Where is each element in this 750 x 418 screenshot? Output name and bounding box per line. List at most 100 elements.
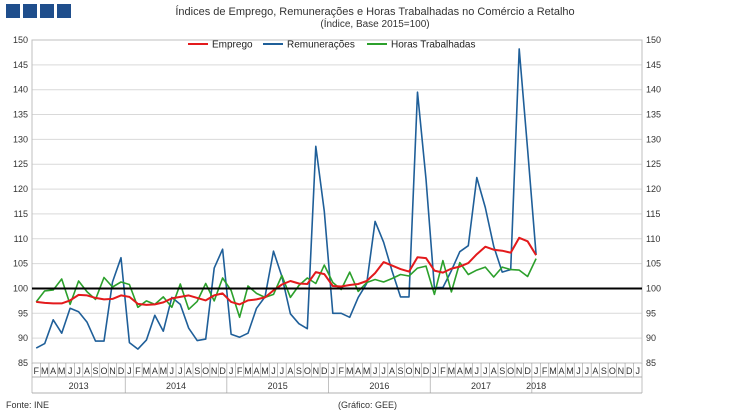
month-label: J (280, 366, 285, 376)
month-label: N (516, 366, 523, 376)
month-label: M (244, 366, 252, 376)
month-label: M (346, 366, 354, 376)
month-label: N (414, 366, 421, 376)
month-label: J (381, 366, 386, 376)
y-tick-label-right: 145 (646, 60, 661, 70)
legend-label: Emprego (212, 40, 253, 51)
y-tick-label-left: 140 (13, 85, 28, 95)
year-label: 2018 (526, 381, 546, 391)
month-label: J (576, 366, 581, 376)
y-tick-label-left: 120 (13, 184, 28, 194)
month-label: D (118, 366, 125, 376)
month-label: D (219, 366, 226, 376)
month-label: A (457, 366, 463, 376)
y-tick-label-right: 100 (646, 283, 661, 293)
month-label: O (609, 366, 616, 376)
month-label: A (559, 366, 565, 376)
series-line (35, 48, 537, 350)
y-tick-label-left: 125 (13, 159, 28, 169)
month-label: J (636, 366, 641, 376)
month-label: A (389, 366, 395, 376)
month-label: N (211, 366, 218, 376)
y-tick-label-right: 135 (646, 110, 661, 120)
y-tick-label-right: 125 (646, 159, 661, 169)
month-label: F (33, 366, 39, 376)
month-label: A (592, 366, 598, 376)
month-label: M (465, 366, 473, 376)
month-label: S (194, 366, 200, 376)
month-label: A (254, 366, 260, 376)
month-label: O (202, 366, 209, 376)
y-tick-label-left: 115 (14, 209, 28, 219)
series-line (36, 236, 537, 306)
month-label: M (143, 366, 151, 376)
month-label: A (355, 366, 361, 376)
month-label: O (101, 366, 108, 376)
logo (6, 4, 71, 18)
month-label: A (84, 366, 90, 376)
month-label: J (483, 366, 488, 376)
y-tick-label-left: 150 (13, 35, 28, 45)
y-tick-label-left: 95 (18, 308, 28, 318)
y-tick-label-right: 150 (646, 35, 661, 45)
month-label: J (534, 366, 539, 376)
month-label: J (76, 366, 81, 376)
month-label: D (626, 366, 633, 376)
y-tick-label-right: 105 (646, 259, 661, 269)
y-tick-label-right: 120 (646, 184, 661, 194)
legend-label: Remunerações (287, 40, 355, 51)
y-tick-label-right: 130 (646, 134, 661, 144)
month-label: J (127, 366, 132, 376)
month-label: N (618, 366, 625, 376)
y-tick-label-right: 110 (646, 234, 660, 244)
source-note: Fonte: INE (6, 400, 50, 410)
month-label: J (432, 366, 437, 376)
month-label: A (186, 366, 192, 376)
month-label: M (363, 366, 371, 376)
y-tick-label-left: 105 (13, 259, 28, 269)
month-label: A (152, 366, 158, 376)
series-line (35, 258, 537, 319)
month-label: A (491, 366, 497, 376)
logo-block (6, 4, 20, 18)
month-label: J (229, 366, 234, 376)
month-label: F (542, 366, 548, 376)
year-label: 2014 (166, 381, 186, 391)
month-label: O (304, 366, 311, 376)
y-tick-label-right: 95 (646, 308, 656, 318)
y-tick-label-right: 85 (646, 358, 656, 368)
y-tick-label-left: 130 (13, 134, 28, 144)
month-label: O (406, 366, 413, 376)
month-label: M (448, 366, 456, 376)
y-tick-label-left: 85 (18, 358, 28, 368)
month-label: J (271, 366, 276, 376)
y-tick-label-left: 145 (13, 60, 28, 70)
month-label: J (475, 366, 480, 376)
month-label: J (585, 366, 590, 376)
month-label: J (331, 366, 336, 376)
legend-label: Horas Trabalhadas (391, 40, 476, 51)
logo-block (40, 4, 54, 18)
month-label: O (507, 366, 514, 376)
year-label: 2017 (471, 381, 491, 391)
year-label: 2015 (268, 381, 288, 391)
month-label: M (566, 366, 574, 376)
year-label: 2013 (69, 381, 89, 391)
month-label: S (296, 366, 302, 376)
year-label: 2016 (369, 381, 389, 391)
y-tick-label-left: 90 (18, 333, 28, 343)
month-label: M (41, 366, 49, 376)
month-label: S (499, 366, 505, 376)
plot-area (31, 39, 643, 364)
month-label: D (524, 366, 531, 376)
logo-block (57, 4, 71, 18)
chart-title: Índices de Emprego, Remunerações e Horas… (175, 6, 575, 18)
month-label: F (440, 366, 446, 376)
month-label: S (93, 366, 99, 376)
chart-subtitle: (Índice, Base 2015=100) (320, 19, 430, 30)
month-label: A (50, 366, 56, 376)
graph-credit: (Gráfico: GEE) (338, 400, 398, 410)
y-tick-label-left: 110 (14, 234, 28, 244)
y-tick-label-right: 90 (646, 333, 656, 343)
